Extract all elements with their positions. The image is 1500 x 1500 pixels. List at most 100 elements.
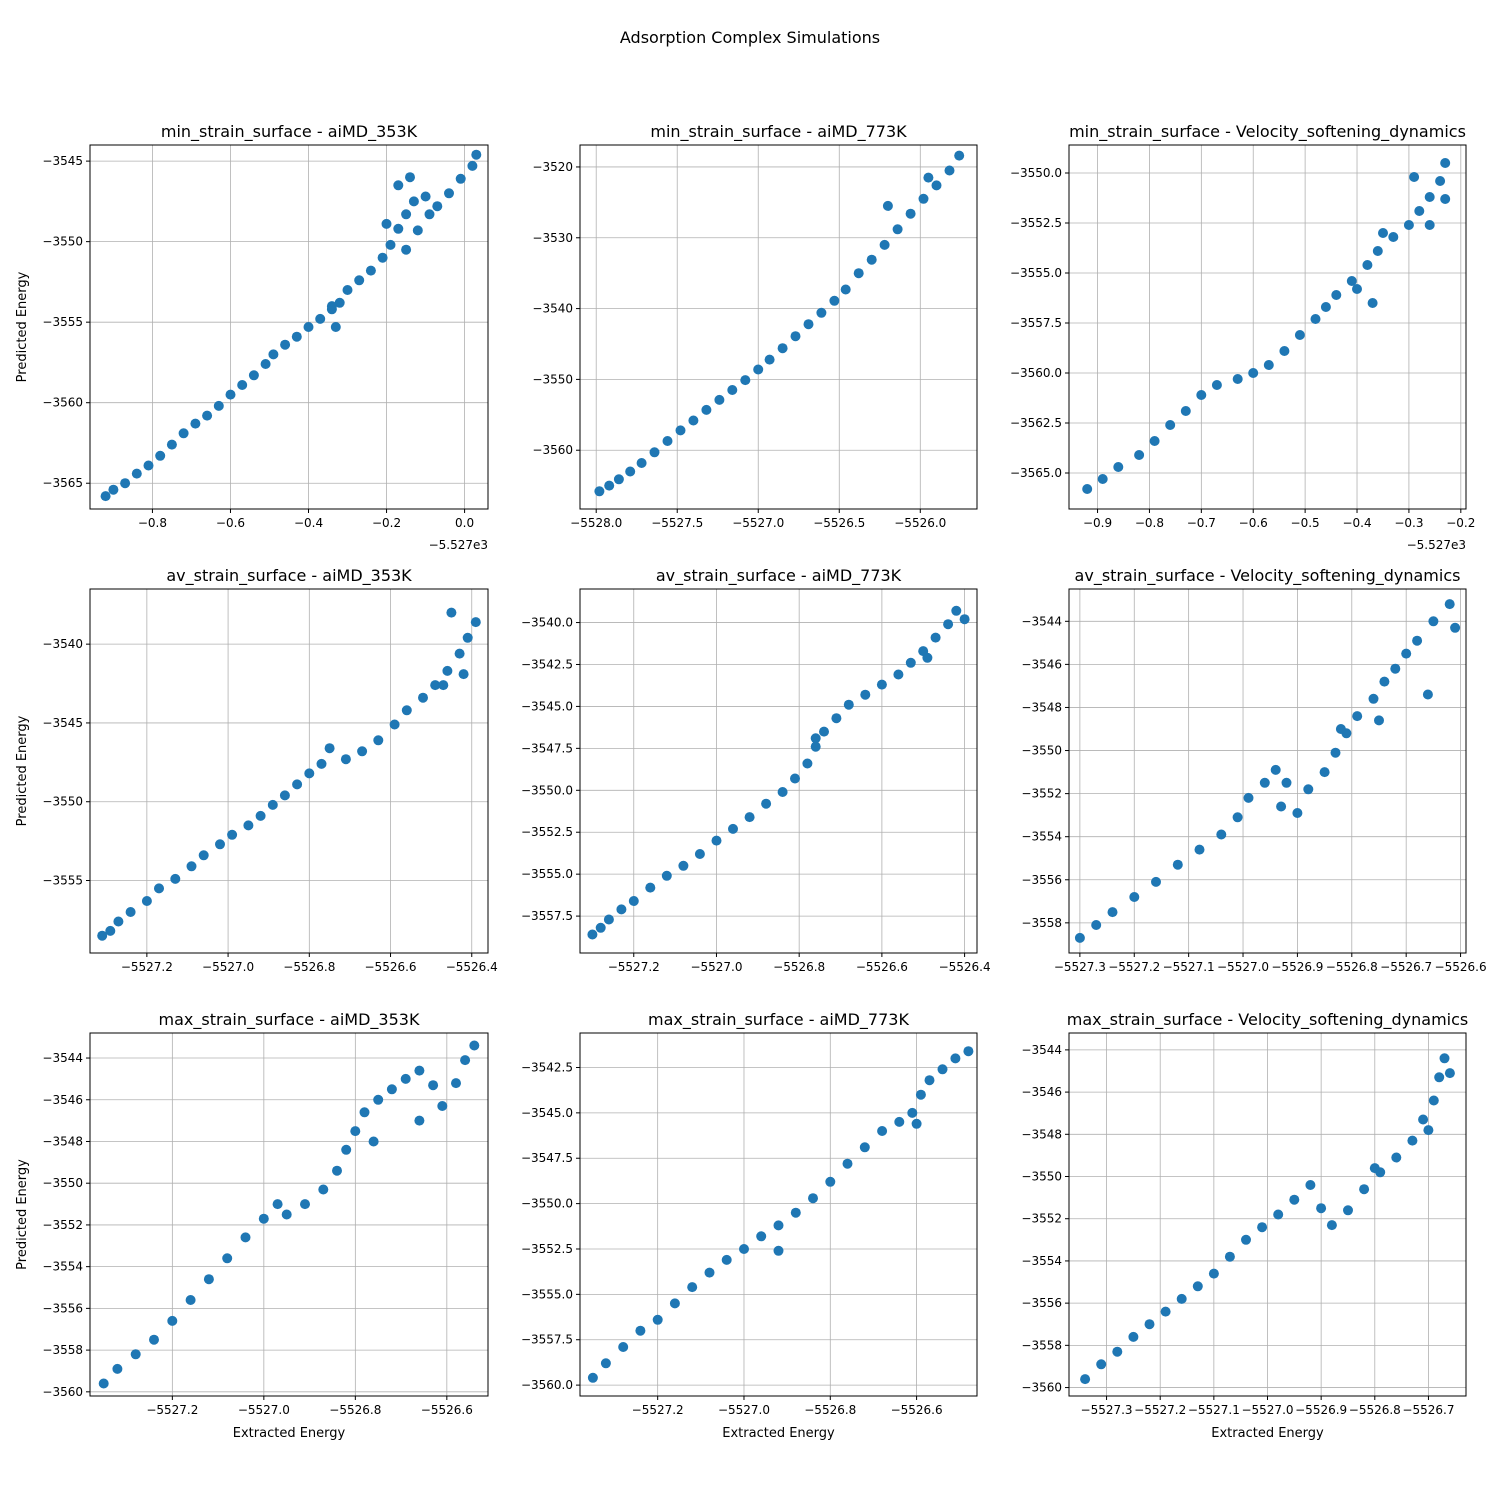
x-tick-label: −5527.0 xyxy=(732,516,784,530)
y-axis-label: Predicted Energy xyxy=(15,715,30,826)
scatter-point xyxy=(1211,380,1222,390)
x-tick-label: −5526.8 xyxy=(804,1403,856,1417)
y-tick-label: −3550 xyxy=(532,372,573,386)
scatter-point xyxy=(1263,360,1274,370)
y-tick-label: −3550 xyxy=(42,795,83,809)
y-tick-label: −3542.5 xyxy=(521,1060,573,1074)
scatter-point xyxy=(711,835,722,846)
scatter-point xyxy=(222,1253,233,1264)
subplot-title: min_strain_surface - aiMD_353K xyxy=(161,122,418,142)
scatter-point xyxy=(460,1055,471,1066)
scatter-point xyxy=(255,810,266,821)
subplot-7: −5527.2 −5527.0 −5526.8 −5526.6 −3560 −3558 −3… xyxy=(15,1010,489,1441)
subplot-9: −5527.3 −5527.2 −5527.1 −5527.0 −5526.9 −5526… xyxy=(1021,1010,1468,1441)
scatter-point xyxy=(170,873,181,884)
x-tick-label: −0.2 xyxy=(372,516,401,530)
scatter-point xyxy=(1434,1072,1445,1083)
x-tick-label: −5526.8 xyxy=(1349,1403,1401,1417)
scatter-point xyxy=(1310,314,1321,324)
scatter-point xyxy=(291,331,302,342)
y-tick-label: −3552.5 xyxy=(521,825,573,839)
scatter-point xyxy=(215,839,225,850)
scatter-point xyxy=(721,1254,732,1265)
scatter-point xyxy=(1331,290,1342,300)
scatter-point xyxy=(267,799,278,810)
scatter-point xyxy=(753,364,764,375)
scatter-point xyxy=(470,617,481,628)
x-tick-label: −0.3 xyxy=(1394,516,1423,530)
x-tick-label: −5526.6 xyxy=(365,960,417,974)
scatter-point xyxy=(1412,635,1423,646)
scatter-point xyxy=(694,849,705,859)
scatter-point xyxy=(756,1231,767,1242)
scatter-point xyxy=(635,1325,646,1336)
y-tick-label: −3552 xyxy=(1021,787,1062,801)
scatter-point xyxy=(300,1199,310,1210)
scatter-point xyxy=(280,339,291,350)
scatter-point xyxy=(1248,368,1259,378)
scatter-point xyxy=(401,244,412,255)
scatter-point xyxy=(618,1342,629,1352)
x-tick-label: −5526.7 xyxy=(1402,1403,1454,1417)
axes-frame xyxy=(89,588,489,954)
scatter-point xyxy=(455,173,466,184)
scatter-point xyxy=(412,225,423,236)
scatter-point xyxy=(893,669,904,680)
y-tick-label: −3545 xyxy=(42,154,83,168)
scatter-point xyxy=(373,735,384,746)
x-tick-label: −5527.2 xyxy=(1108,960,1160,974)
y-tick-label: −3560.0 xyxy=(1010,366,1062,380)
scatter-point xyxy=(1270,764,1281,775)
scatter-point xyxy=(1160,1306,1171,1317)
x-tick-label: −5527.5 xyxy=(651,516,703,530)
scatter-point xyxy=(1388,232,1399,242)
x-tick-label: −5526.5 xyxy=(813,516,865,530)
x-tick-label: −5526.6 xyxy=(1435,960,1487,974)
scatter-point xyxy=(1414,206,1425,216)
y-tick-label: −3546 xyxy=(42,1093,83,1107)
scatter-point xyxy=(1292,808,1303,818)
scatter-point xyxy=(1257,1222,1268,1233)
scatter-point xyxy=(240,1232,251,1243)
y-tick-label: −3555 xyxy=(42,874,83,888)
scatter-point xyxy=(959,614,970,625)
scatter-point xyxy=(100,491,111,502)
scatter-point xyxy=(876,679,887,690)
x-tick-label: −5527.0 xyxy=(202,960,254,974)
scatter-point xyxy=(1391,1152,1402,1163)
scatter-point xyxy=(714,394,725,405)
scatter-point xyxy=(1232,374,1243,384)
scatter-point xyxy=(437,1101,448,1111)
scatter-point xyxy=(892,224,903,235)
scatter-point xyxy=(1390,663,1401,674)
x-tick-label: 0.0 xyxy=(455,516,474,530)
scatter-point xyxy=(1424,192,1435,202)
scatter-point xyxy=(113,916,124,927)
y-tick-label: −3552 xyxy=(1021,1212,1062,1226)
subplot-1: −0.8 −0.6 −0.4 −0.2 0.0 −3565 −3560 −3555 −3550 −… xyxy=(15,122,489,552)
scatter-point xyxy=(454,648,465,659)
scatter-point xyxy=(1176,1293,1187,1304)
y-tick-label: −3558 xyxy=(1021,916,1062,930)
scatter-point xyxy=(954,150,965,161)
x-tick-label: −5526.4 xyxy=(939,960,991,974)
y-tick-label: −3555.0 xyxy=(521,1287,573,1301)
scatter-point xyxy=(1096,1359,1107,1370)
x-tick-label: −5527.0 xyxy=(1241,1403,1293,1417)
scatter-point xyxy=(1151,876,1161,887)
scatter-point xyxy=(469,1040,480,1051)
scatter-point xyxy=(1359,1184,1370,1195)
scatter-point xyxy=(340,754,351,765)
scatter-point xyxy=(1273,1209,1284,1220)
scatter-point xyxy=(451,1078,461,1089)
scatter-point xyxy=(1113,462,1124,472)
x-tick-label: −0.6 xyxy=(216,516,245,530)
scatter-point xyxy=(167,1315,178,1326)
scatter-point xyxy=(213,400,224,411)
y-tick-label: −3554 xyxy=(42,1260,83,1274)
scatter-point xyxy=(359,1107,370,1118)
scatter-point xyxy=(1165,420,1176,430)
scatter-point xyxy=(190,418,201,429)
scatter-point xyxy=(303,322,314,332)
scatter-point xyxy=(843,699,854,710)
